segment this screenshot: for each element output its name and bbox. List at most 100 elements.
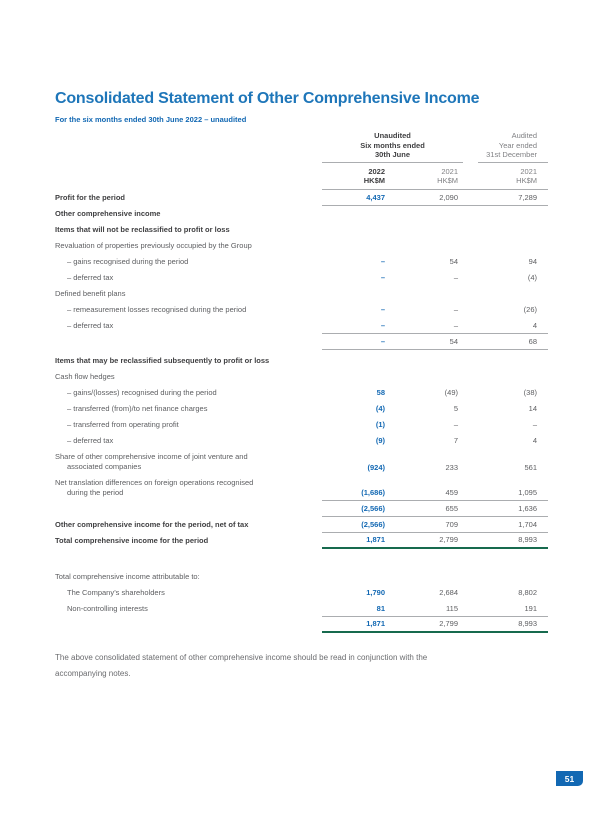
table-row: Total comprehensive income attributable …	[55, 569, 548, 585]
value-cell: 7	[453, 436, 458, 445]
value-cell: 709	[445, 519, 458, 529]
value-cell: 4,437	[366, 192, 385, 202]
table-row: Total comprehensive income for the perio…	[55, 533, 548, 549]
row-label	[55, 334, 322, 350]
row-values: 1,871 2,799 8,993	[322, 617, 548, 633]
row-values: 1,871 2,799 8,993	[322, 533, 548, 549]
row-values: – – 4	[322, 318, 548, 334]
table-row: Profit for the period 4,437 2,090 7,289	[55, 190, 548, 206]
value-cell: –	[532, 420, 537, 429]
group-header-line: Unaudited	[374, 131, 411, 140]
value-cell: (4)	[375, 404, 385, 413]
table-row: Non-controlling interests 81 115 191	[55, 601, 548, 617]
group-header-gap	[463, 131, 478, 163]
row-label: Share of other comprehensive income of j…	[55, 451, 248, 471]
value-cell: 8,993	[518, 619, 537, 628]
column-header-2022: 2022 HK$M	[363, 166, 385, 186]
row-values	[322, 206, 548, 222]
row-label: – transferred from operating profit	[67, 419, 179, 429]
row-label: – gains recognised during the period	[67, 256, 189, 266]
page-number-badge: 51	[556, 771, 583, 786]
label-column-spacer	[55, 167, 322, 190]
row-values: – 54 94	[322, 254, 548, 270]
row-label: – remeasurement losses recognised during…	[67, 304, 247, 314]
row-values: (1) – –	[322, 417, 548, 433]
row-values	[322, 353, 548, 369]
table-row: – transferred from operating profit (1) – –	[55, 417, 548, 433]
group-header-line: Year ended	[498, 140, 537, 150]
row-values: (1,686) 459 1,095	[322, 475, 548, 501]
value-cell: (26)	[523, 305, 537, 314]
row-values: (2,566) 655 1,636	[322, 501, 548, 517]
value-cell: –	[380, 320, 385, 330]
value-cell: (1)	[375, 420, 385, 429]
table-row: – 54 68	[55, 334, 548, 350]
value-cell: 14	[528, 404, 537, 413]
value-cell: 2,684	[439, 588, 458, 597]
value-cell: 7,289	[518, 192, 537, 202]
year-headers-area: 2022 HK$M 2021 HK$M 2021 HK$M	[322, 167, 548, 190]
table-row: – deferred tax (9) 7 4	[55, 433, 548, 449]
value-cell: 4	[532, 436, 537, 445]
value-cell: (4)	[527, 273, 537, 282]
table-row: Revaluation of properties previously occ…	[55, 238, 548, 254]
value-cell: 1,704	[518, 519, 537, 529]
row-label: The Company’s shareholders	[67, 587, 165, 597]
table-row: Other comprehensive income	[55, 206, 548, 222]
footer-note-line: accompanying notes.	[55, 669, 131, 678]
value-cell: –	[380, 305, 385, 314]
row-label: Items that may be reclassified subsequen…	[55, 355, 270, 365]
table-row: Items that may be reclassified subsequen…	[55, 353, 548, 369]
value-cell: 81	[376, 603, 385, 613]
value-cell: –	[380, 257, 385, 266]
value-cell: 2,799	[439, 619, 458, 628]
value-cell: –	[453, 273, 458, 282]
row-label: Defined benefit plans	[55, 288, 126, 298]
value-cell: –	[380, 336, 385, 346]
value-cell: 655	[445, 503, 458, 513]
row-label: Other comprehensive income for the perio…	[55, 519, 249, 529]
table-row: – deferred tax – – 4	[55, 318, 548, 334]
column-header-2021-interim: 2021 HK$M	[437, 166, 458, 186]
group-headers-area: Unaudited Six months ended 30th June Aud…	[322, 131, 548, 163]
table-row: – deferred tax – – (4)	[55, 270, 548, 286]
row-label	[55, 617, 322, 633]
row-values	[322, 222, 548, 238]
table-row: – gains/(losses) recognised during the p…	[55, 385, 548, 401]
table-row: – transferred (from)/to net finance char…	[55, 401, 548, 417]
value-cell: –	[453, 320, 458, 330]
table-row: – gains recognised during the period – 54 9…	[55, 254, 548, 270]
value-cell: 459	[445, 487, 458, 497]
table-row: Defined benefit plans	[55, 286, 548, 302]
row-label: – deferred tax	[67, 320, 114, 330]
value-cell: 58	[376, 388, 385, 397]
value-cell: 115	[446, 603, 458, 613]
row-label: – transferred (from)/to net finance char…	[67, 403, 208, 413]
value-cell: –	[453, 305, 458, 314]
footer-note: The above consolidated statement of othe…	[55, 650, 515, 682]
group-header-line: Six months ended	[360, 140, 425, 150]
row-label: Cash flow hedges	[55, 371, 115, 381]
table-row: 1,871 2,799 8,993	[55, 617, 548, 633]
row-values: 4,437 2,090 7,289	[322, 190, 548, 206]
row-label: Total comprehensive income for the perio…	[55, 535, 209, 545]
row-values: – – (26)	[322, 302, 548, 318]
value-cell: (38)	[523, 388, 537, 397]
column-group-headers: Unaudited Six months ended 30th June Aud…	[55, 131, 548, 163]
value-cell: 54	[449, 257, 458, 266]
value-cell: 1,871	[366, 619, 385, 628]
value-cell: 8,802	[518, 588, 537, 597]
value-cell: 1,790	[366, 588, 385, 597]
table-row: Net translation differences on foreign o…	[55, 475, 548, 501]
label-column-spacer	[55, 131, 322, 163]
row-label: – gains/(losses) recognised during the p…	[67, 387, 217, 397]
row-label: Net translation differences on foreign o…	[55, 477, 254, 497]
row-label: – deferred tax	[67, 435, 114, 445]
column-year-headers: 2022 HK$M 2021 HK$M 2021 HK$M	[55, 167, 548, 190]
row-values: 1,790 2,684 8,802	[322, 585, 548, 601]
value-cell: 191	[524, 603, 537, 613]
row-values	[322, 238, 548, 254]
row-values: 81 115 191	[322, 601, 548, 617]
statement-table: Unaudited Six months ended 30th June Aud…	[55, 131, 548, 633]
